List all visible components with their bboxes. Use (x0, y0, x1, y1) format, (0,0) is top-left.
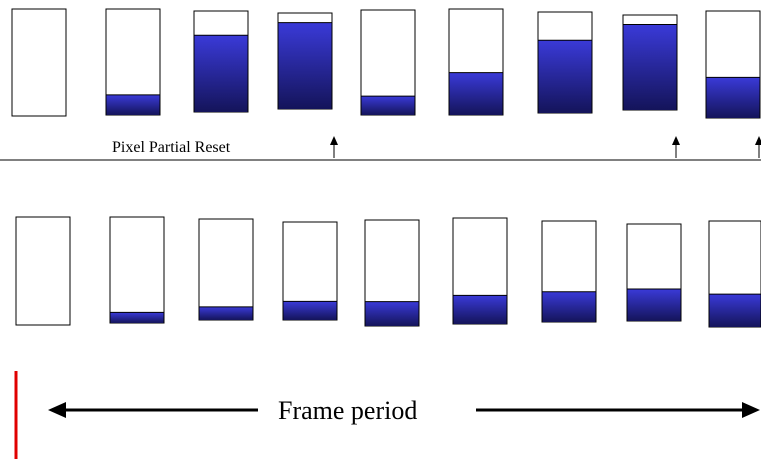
top-pixel-charge-fill (194, 35, 248, 112)
frame-arrowhead-right (742, 402, 760, 418)
top-pixel-3 (193, 10, 249, 113)
top-pixel-charge-fill (623, 24, 677, 110)
top-pixel-charge-fill (361, 96, 415, 115)
bottom-pixel-8 (626, 223, 682, 322)
bottom-row-pixels (15, 216, 761, 328)
top-pixel-5 (360, 9, 416, 116)
bottom-pixel-4 (282, 221, 338, 321)
top-pixel-charge-fill (706, 77, 760, 118)
top-pixel-9 (705, 10, 761, 119)
bottom-pixel-charge-fill (453, 295, 507, 324)
reset-arrowhead-1 (330, 136, 338, 145)
top-pixel-2 (105, 8, 161, 116)
top-row-pixels (11, 8, 761, 119)
reset-arrowhead-2 (672, 136, 680, 145)
bottom-pixel-charge-fill (709, 294, 761, 327)
top-pixel-7 (537, 11, 593, 114)
top-pixel-charge-fill (449, 72, 503, 115)
bottom-pixel-well (109, 216, 165, 324)
frame-period-label: Frame period (278, 396, 417, 425)
frame-arrowhead-left (48, 402, 66, 418)
bottom-pixel-charge-fill (283, 301, 337, 320)
bottom-pixel-5 (364, 219, 420, 327)
reset-label: Pixel Partial Reset (112, 139, 231, 156)
top-pixel-charge-fill (538, 40, 592, 113)
bottom-pixel-charge-fill (627, 288, 681, 321)
bottom-pixel-2 (109, 216, 165, 324)
top-pixel-6 (448, 8, 504, 116)
reset-arrowhead-3 (755, 136, 761, 145)
top-pixel-1 (11, 8, 67, 117)
bottom-pixel-9 (708, 220, 761, 328)
bottom-pixel-well (15, 216, 71, 326)
bottom-pixel-charge-fill (110, 312, 164, 323)
bottom-pixel-charge-fill (542, 291, 596, 322)
bottom-pixel-7 (541, 220, 597, 323)
bottom-pixel-charge-fill (199, 306, 253, 320)
bottom-pixel-3 (198, 218, 254, 321)
bottom-pixel-well (198, 218, 254, 321)
bottom-pixel-6 (452, 217, 508, 325)
top-pixel-8 (622, 14, 678, 111)
bottom-pixel-1 (15, 216, 71, 326)
top-pixel-4 (277, 12, 333, 110)
top-pixel-well (11, 8, 67, 117)
top-pixel-charge-fill (278, 22, 332, 110)
bottom-pixel-charge-fill (365, 301, 419, 326)
reset-arrows (330, 136, 761, 158)
top-pixel-charge-fill (106, 94, 160, 115)
